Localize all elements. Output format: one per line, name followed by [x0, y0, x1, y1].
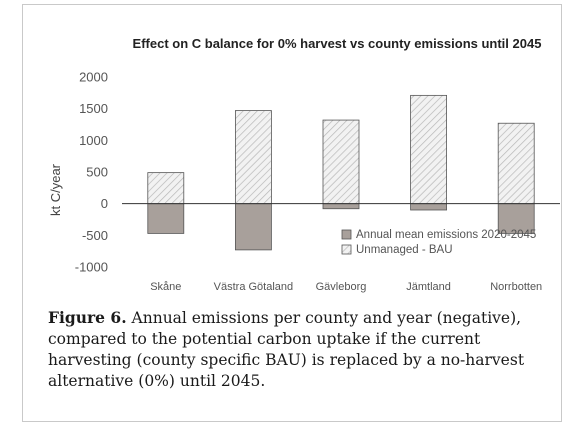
emissions-bar [322, 203, 360, 210]
y-tick-label: 500 [86, 165, 108, 180]
emissions-bar [410, 203, 448, 211]
y-axis-label: kt C/year [48, 163, 63, 216]
x-tick-label: Norrbotten [490, 281, 542, 293]
legend: Annual mean emissions 2020-2045 Unmanaged… [341, 229, 536, 256]
y-tick-label: -1000 [75, 260, 108, 275]
unmanaged-bau-bar [322, 119, 360, 205]
unmanaged-bau-bar [147, 172, 185, 205]
unmanaged-bau-bar [234, 110, 272, 205]
y-tick-label: -500 [82, 228, 108, 243]
x-tick-label: Jämtland [406, 281, 451, 293]
unmanaged-bau-bar [497, 122, 535, 205]
unmanaged-bau-bar [410, 94, 448, 205]
legend-swatch-unmanaged [341, 244, 352, 255]
y-axis-ticks: 2000 1500 1000 500 0 -500 -1000 [75, 70, 108, 275]
y-tick-label: 1000 [79, 133, 108, 148]
y-tick-label: 0 [101, 196, 108, 211]
bars [147, 94, 535, 251]
emissions-bar [497, 203, 535, 234]
emissions-bar [147, 203, 185, 234]
y-tick-label: 1500 [79, 101, 108, 116]
bar-chart: Effect on C balance for 0% harvest vs co… [48, 36, 560, 293]
figure-caption: Figure 6. Annual emissions per county an… [48, 307, 558, 392]
y-tick-label: 2000 [79, 70, 108, 85]
x-tick-label: Skåne [150, 281, 181, 293]
legend-label-emissions: Annual mean emissions 2020-2045 [356, 229, 536, 241]
legend-label-unmanaged: Unmanaged - BAU [356, 244, 453, 256]
caption-text: Annual emissions per county and year (ne… [48, 309, 525, 390]
figure-frame [22, 4, 562, 422]
legend-swatch-emissions [341, 229, 352, 240]
x-axis-ticks: Skåne Västra Götaland Gävleborg Jämtland Nor… [150, 281, 542, 293]
x-tick-label: Västra Götaland [214, 281, 294, 293]
chart-title: Effect on C balance for 0% harvest vs co… [133, 36, 542, 51]
x-tick-label: Gävleborg [316, 281, 367, 293]
caption-label: Figure 6. [48, 308, 127, 327]
emissions-bar [234, 203, 272, 251]
